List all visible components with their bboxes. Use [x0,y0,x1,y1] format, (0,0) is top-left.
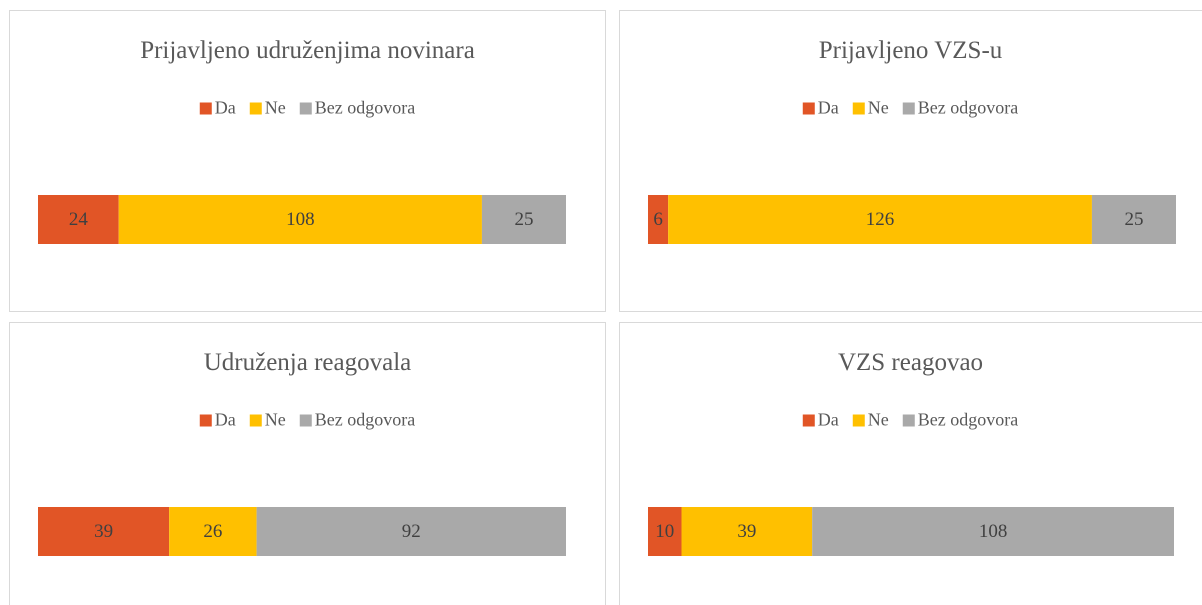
legend-label: Bez odgovora [315,98,415,118]
data-label: 26 [203,521,222,542]
data-label: 25 [1124,209,1143,230]
chart-title: VZS reagovao [838,349,983,376]
chart-title: Prijavljeno udruženjima novinara [140,37,475,64]
bar-segment [169,507,257,556]
legend-label: Bez odgovora [918,410,1018,430]
panel-border [619,10,1202,312]
legend-swatch [249,102,262,115]
legend-label: Da [818,98,839,118]
panel-border [9,322,606,605]
bar-segment [256,507,566,556]
legend-label: Ne [868,410,889,430]
legend-swatch [802,414,815,427]
legend-swatch [199,102,212,115]
legend-label: Da [215,98,236,118]
bar-segment [648,195,669,244]
data-label: 6 [653,209,663,230]
data-label: 24 [69,209,89,230]
legend-label: Da [215,410,236,430]
legend-label: Ne [265,98,286,118]
chart-panel: Prijavljeno VZS-u Da Ne Bez odgovora 6 126 25 [619,10,1202,312]
bar-segment [118,195,482,244]
legend: Da Ne Bez odgovora [802,98,1018,118]
legend-swatch [299,414,312,427]
data-label: 39 [737,521,756,542]
chart-title: Udruženja reagovala [204,349,412,376]
chart-panel: VZS reagovao Da Ne Bez odgovora 10 39 108 [619,322,1202,605]
bar-segment [648,507,682,556]
data-label: 126 [866,209,895,230]
bar-segment [1091,195,1176,244]
data-label: 92 [402,521,421,542]
legend-label: Ne [868,98,889,118]
legend-label: Da [818,410,839,430]
legend-swatch [249,414,262,427]
bar-segment [38,195,119,244]
legend-swatch [852,102,865,115]
data-label: 39 [94,521,113,542]
legend-swatch [852,414,865,427]
legend: Da Ne Bez odgovora [802,410,1018,430]
bar-segment [481,195,566,244]
chart-panel: Udruženja reagovala Da Ne Bez odgovora 39 26 9… [9,322,606,605]
legend: Da Ne Bez odgovora [199,98,415,118]
panel-border [619,322,1202,605]
data-label: 10 [655,521,674,542]
legend-label: Bez odgovora [918,98,1018,118]
data-label: 25 [514,209,533,230]
bar-segment [38,507,170,556]
legend-swatch [299,102,312,115]
legend-swatch [802,102,815,115]
legend-label: Bez odgovora [315,410,415,430]
bar-segment [681,507,813,556]
chart-panel: Prijavljeno udruženjima novinara Da Ne Bez … [9,10,606,312]
chart-title: Prijavljeno VZS-u [819,37,1003,64]
bar-segment [668,195,1092,244]
legend-swatch [902,414,915,427]
data-label: 108 [286,209,315,230]
data-label: 108 [979,521,1008,542]
legend-swatch [902,102,915,115]
legend-swatch [199,414,212,427]
panel-border [9,10,606,312]
legend-label: Ne [265,410,286,430]
bar-segment [812,507,1174,556]
legend: Da Ne Bez odgovora [199,410,415,430]
